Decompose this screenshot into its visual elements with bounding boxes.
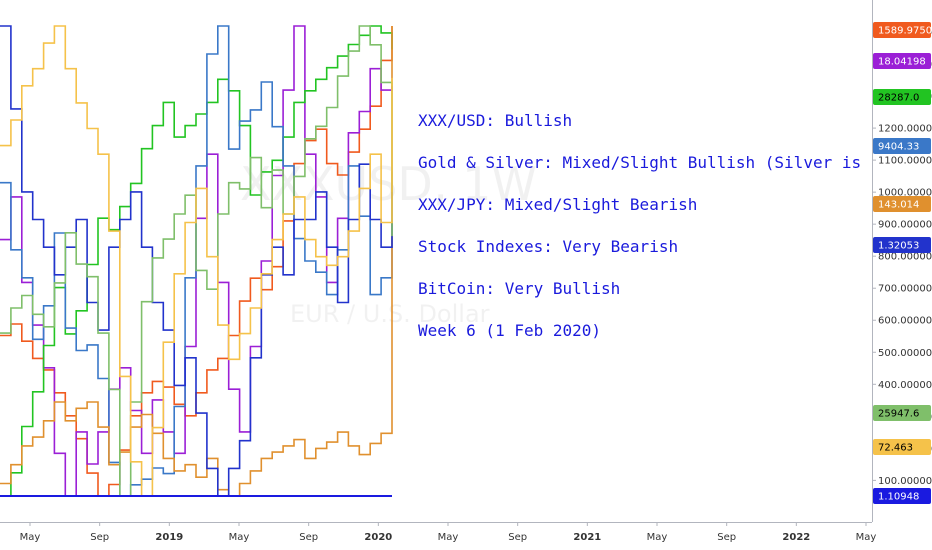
x-tick-label: May xyxy=(438,532,459,543)
price-tag-label: 25947.6 xyxy=(878,409,919,420)
price-tags: 1589.9750018.0419828287.09404.33143.0141… xyxy=(873,22,932,504)
x-tick-label-year: 2019 xyxy=(155,532,183,543)
price-tag: 9404.33 xyxy=(873,138,931,154)
note-week: Week 6 (1 Feb 2020) xyxy=(418,321,601,340)
series-line-4 xyxy=(0,26,393,497)
y-tick-label: 1200.00000 xyxy=(878,124,932,135)
x-tick-label: May xyxy=(20,532,41,543)
y-tick-label: 400.00000 xyxy=(878,380,932,391)
price-tag-background xyxy=(873,53,931,69)
price-tag-background xyxy=(873,138,931,154)
price-tag: 25947.6 xyxy=(873,405,931,421)
notes-panel: XXX/USD: Bullish Gold & Silver: Mixed/Sl… xyxy=(418,111,861,340)
y-tick-label: 800.00000 xyxy=(878,252,932,263)
y-tick-label: 1000.00000 xyxy=(878,188,932,199)
series-line-2 xyxy=(0,25,393,497)
watermark-description: EUR / U.S. Dollar xyxy=(290,300,490,328)
x-tick-label: Sep xyxy=(717,532,736,543)
y-tick-label: 100.00000 xyxy=(878,476,932,487)
price-tag-label: 28287.0 xyxy=(878,93,919,104)
y-tick-label: 1100.00000 xyxy=(878,156,932,167)
price-tag-background xyxy=(873,237,931,253)
x-tick-label: May xyxy=(856,532,877,543)
x-tick-label-year: 2021 xyxy=(573,532,601,543)
note-indexes-outlook: Stock Indexes: Very Bearish xyxy=(418,237,678,256)
y-tick-label: 700.00000 xyxy=(878,284,932,295)
y-tick-label: 900.00000 xyxy=(878,220,932,231)
price-tag-label: 9404.33 xyxy=(878,142,919,153)
price-tag-background xyxy=(873,196,931,212)
y-axis-panel[interactable] xyxy=(872,0,932,550)
price-tag-label: 18.04198 xyxy=(878,57,926,68)
x-tick-label-year: 2020 xyxy=(364,532,392,543)
price-tag-background xyxy=(873,22,931,38)
price-tag: 72.463 xyxy=(873,439,931,455)
price-tag: 1.10948 xyxy=(873,488,931,504)
x-tick-label: Sep xyxy=(90,532,109,543)
y-tick-label: 500.00000 xyxy=(878,348,932,359)
price-tag: 143.014 xyxy=(873,196,931,212)
x-tick-label: May xyxy=(647,532,668,543)
price-tag-label: 1.10948 xyxy=(878,492,919,503)
price-tag-background xyxy=(873,89,931,105)
note-jpy-outlook: XXX/JPY: Mixed/Slight Bearish xyxy=(418,195,697,214)
price-tag-background xyxy=(873,405,931,421)
note-metals-outlook: Gold & Silver: Mixed/Slight Bullish (Sil… xyxy=(418,153,861,172)
price-tag-background xyxy=(873,439,931,455)
x-axis-panel[interactable] xyxy=(0,522,932,550)
x-tick-label: Sep xyxy=(299,532,318,543)
price-tag: 1589.97500 xyxy=(873,22,932,38)
series-layer xyxy=(0,25,393,497)
x-axis-ticks: May Sep 2019 May Sep 2020 May Sep 2021 May Sep 2022… xyxy=(20,522,877,543)
price-tag-label: 1589.97500 xyxy=(878,26,932,37)
y-tick-label: 600.00000 xyxy=(878,316,932,327)
series-line-3 xyxy=(0,25,393,497)
price-tag-label: 143.014 xyxy=(878,200,919,211)
series-line-6 xyxy=(0,25,393,497)
price-tag-label: 1.32053 xyxy=(878,241,919,252)
x-tick-label: Sep xyxy=(508,532,527,543)
note-bitcoin-outlook: BitCoin: Very Bullish xyxy=(418,279,620,298)
note-usd-outlook: XXX/USD: Bullish xyxy=(418,111,572,130)
x-tick-label-year: 2022 xyxy=(782,532,810,543)
watermark: XXXUSD, 1W EUR / U.S. Dollar xyxy=(240,157,537,328)
price-tag-label: 72.463 xyxy=(878,443,913,454)
price-tag: 1.32053 xyxy=(873,237,931,253)
price-tag-background xyxy=(873,488,931,504)
x-tick-label: May xyxy=(229,532,250,543)
series-line-7 xyxy=(0,25,393,497)
price-tag: 28287.0 xyxy=(873,89,931,105)
price-tag: 18.04198 xyxy=(873,53,931,69)
